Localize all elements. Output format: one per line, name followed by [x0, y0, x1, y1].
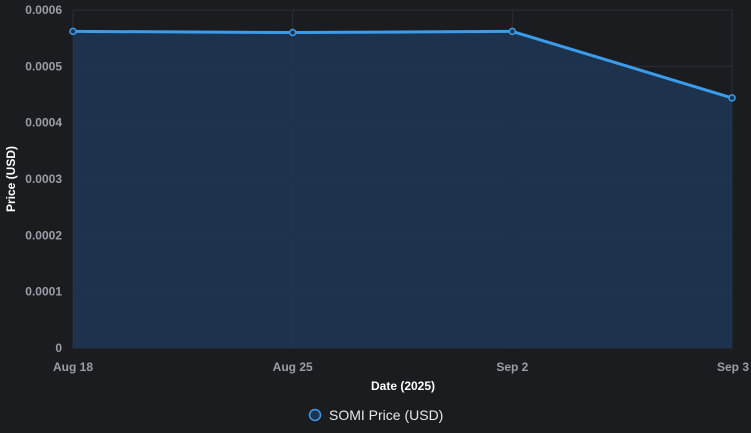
- legend[interactable]: SOMI Price (USD): [308, 407, 444, 423]
- series-area-fill: [73, 31, 732, 348]
- legend-swatch-icon: [308, 408, 322, 422]
- x-axis-title: Date (2025): [371, 379, 435, 393]
- series-line: [72, 29, 733, 100]
- line-layer: [72, 29, 733, 100]
- y-tick-label: 0.0005: [25, 59, 62, 73]
- y-tick-label: 0.0003: [25, 172, 62, 186]
- y-tick-label: 0: [55, 341, 62, 355]
- data-point[interactable]: [728, 94, 736, 102]
- x-tick-label: Aug 18: [53, 360, 93, 374]
- data-point[interactable]: [288, 28, 297, 37]
- y-tick-label: 0.0002: [25, 228, 62, 242]
- area-layer: [73, 31, 732, 348]
- data-point[interactable]: [508, 27, 517, 36]
- x-tick-label: Sep 3: [717, 360, 749, 374]
- y-tick-label: 0.0006: [25, 3, 62, 17]
- data-point[interactable]: [69, 27, 77, 36]
- x-axis-ticks: Aug 18 Aug 25 Sep 2 Sep 3: [53, 360, 749, 374]
- x-tick-label: Sep 2: [496, 360, 528, 374]
- point-layer: [69, 27, 736, 102]
- y-axis-ticks: 0 0.0001 0.0002 0.0003 0.0004 0.0005 0.0006: [25, 3, 62, 355]
- y-tick-label: 0.0001: [25, 285, 62, 299]
- y-tick-label: 0.0004: [25, 116, 62, 130]
- legend-label: SOMI Price (USD): [329, 407, 443, 423]
- y-axis-title: Price (USD): [4, 146, 18, 212]
- x-tick-label: Aug 25: [273, 360, 313, 374]
